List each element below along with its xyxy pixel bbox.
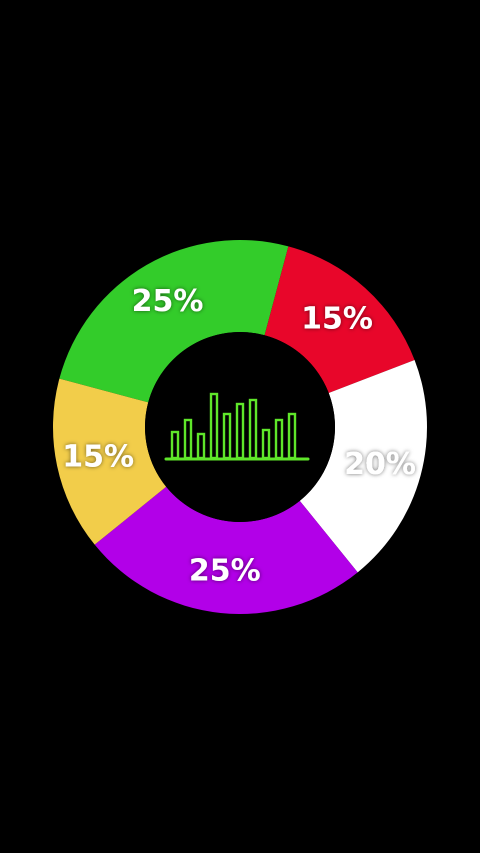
donut-slice-2 — [264, 246, 415, 393]
slice-label-3: 20% — [344, 447, 416, 482]
slices-layer — [53, 240, 428, 614]
bar-chart-icon — [164, 392, 310, 461]
slice-label-5: 15% — [62, 440, 134, 475]
donut-slice-1 — [59, 240, 289, 403]
donut-center-hole — [145, 332, 335, 522]
slice-label-2: 15% — [301, 302, 373, 337]
donut-slice-3 — [299, 359, 428, 573]
slice-label-4: 25% — [189, 554, 261, 589]
donut-slice-4 — [94, 486, 358, 614]
labels-layer: 25% 15% 20% 25% 15% — [62, 284, 416, 589]
donut-slice-5 — [53, 378, 167, 545]
center-layer — [145, 332, 335, 522]
slice-label-1: 25% — [132, 284, 204, 319]
